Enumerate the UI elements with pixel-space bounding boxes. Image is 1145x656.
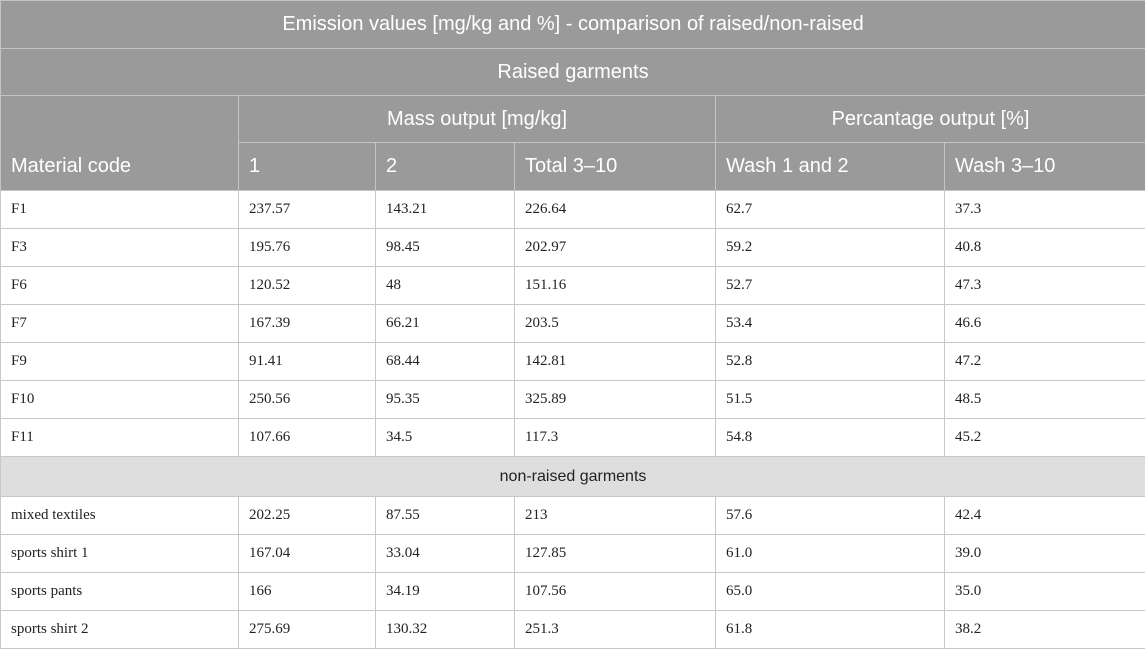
col-wash-1-and-2: Wash 1 and 2 — [715, 142, 945, 191]
table-cell: 59.2 — [715, 228, 945, 267]
table-cell: sports pants — [0, 572, 239, 611]
mass-output-header: Mass output [mg/kg] — [238, 95, 716, 143]
table-cell: 143.21 — [375, 190, 515, 229]
table-cell: 61.0 — [715, 534, 945, 573]
table-cell: 61.8 — [715, 610, 945, 649]
col-wash-1: 1 — [238, 142, 376, 191]
table-cell: F10 — [0, 380, 239, 419]
table-cell: 250.56 — [238, 380, 376, 419]
table-cell: 42.4 — [943, 496, 1145, 535]
table-cell: 213 — [514, 496, 716, 535]
table-cell: 130.32 — [375, 610, 515, 649]
table-row: F1 237.57 143.21 226.64 62.7 37.3 — [0, 190, 1145, 229]
table-cell: 35.0 — [943, 572, 1145, 611]
table-cell: 95.35 — [375, 380, 515, 419]
table-cell: 202.97 — [514, 228, 716, 267]
table-cell: 87.55 — [375, 496, 515, 535]
col-total-3-10: Total 3–10 — [514, 142, 716, 191]
table-cell: F9 — [0, 342, 239, 381]
table-cell: 68.44 — [375, 342, 515, 381]
table-cell: 46.6 — [943, 304, 1145, 343]
table-cell: sports shirt 2 — [0, 610, 239, 649]
table-title: Emission values [mg/kg and %] - comparis… — [0, 0, 1145, 49]
table-row: F3 195.76 98.45 202.97 59.2 40.8 — [0, 228, 1145, 267]
table-cell: 52.8 — [715, 342, 945, 381]
table-cell: 47.3 — [943, 266, 1145, 305]
non-raised-section-row: non-raised garments — [0, 456, 1145, 497]
raised-garments-header: Raised garments — [0, 48, 1145, 96]
table-cell: F11 — [0, 418, 239, 457]
table-cell: 39.0 — [943, 534, 1145, 573]
table-row: F10 250.56 95.35 325.89 51.5 48.5 — [0, 380, 1145, 419]
table-cell: 195.76 — [238, 228, 376, 267]
table-cell: 62.7 — [715, 190, 945, 229]
table-cell: 53.4 — [715, 304, 945, 343]
table-cell: 117.3 — [514, 418, 716, 457]
table-cell: 66.21 — [375, 304, 515, 343]
table-cell: 51.5 — [715, 380, 945, 419]
table-cell: sports shirt 1 — [0, 534, 239, 573]
table-cell: 142.81 — [514, 342, 716, 381]
table-cell: F1 — [0, 190, 239, 229]
table-cell: 65.0 — [715, 572, 945, 611]
table-cell: 91.41 — [238, 342, 376, 381]
table-cell: 37.3 — [943, 190, 1145, 229]
table-row: mixed textiles 202.25 87.55 213 57.6 42.… — [0, 496, 1145, 535]
table-cell: 167.04 — [238, 534, 376, 573]
table-cell: F7 — [0, 304, 239, 343]
table-cell: 33.04 — [375, 534, 515, 573]
table-cell: 47.2 — [943, 342, 1145, 381]
table-cell: 38.2 — [943, 610, 1145, 649]
percentage-output-header: Percantage output [%] — [714, 95, 1145, 143]
table-cell: 48.5 — [943, 380, 1145, 419]
col-wash-2: 2 — [375, 142, 515, 191]
table-row: F11 107.66 34.5 117.3 54.8 45.2 — [0, 418, 1145, 457]
table-cell: F6 — [0, 266, 239, 305]
table-cell: 45.2 — [943, 418, 1145, 457]
non-raised-garments-header: non-raised garments — [0, 456, 1145, 497]
table-cell: mixed textiles — [0, 496, 239, 535]
table-cell: 40.8 — [943, 228, 1145, 267]
table-cell: 107.56 — [514, 572, 716, 611]
table-cell: 107.66 — [238, 418, 376, 457]
table-cell: 54.8 — [715, 418, 945, 457]
table-cell: F3 — [0, 228, 239, 267]
table-cell: 226.64 — [514, 190, 716, 229]
table-cell: 166 — [238, 572, 376, 611]
table-row: sports shirt 2 275.69 130.32 251.3 61.8 … — [0, 610, 1145, 649]
table-cell: 202.25 — [238, 496, 376, 535]
table-cell: 237.57 — [238, 190, 376, 229]
col-material-code: Material code — [0, 95, 239, 191]
table-row: sports shirt 1 167.04 33.04 127.85 61.0 … — [0, 534, 1145, 573]
table-cell: 34.19 — [375, 572, 515, 611]
table-cell: 275.69 — [238, 610, 376, 649]
table-cell: 98.45 — [375, 228, 515, 267]
table-cell: 167.39 — [238, 304, 376, 343]
table-cell: 251.3 — [514, 610, 716, 649]
table-cell: 34.5 — [375, 418, 515, 457]
table-cell: 203.5 — [514, 304, 716, 343]
table-cell: 151.16 — [514, 266, 716, 305]
table-cell: 48 — [375, 266, 515, 305]
table-cell: 120.52 — [238, 266, 376, 305]
table-row: F9 91.41 68.44 142.81 52.8 47.2 — [0, 342, 1145, 381]
table-cell: 52.7 — [715, 266, 945, 305]
col-wash-3-10: Wash 3–10 — [943, 142, 1145, 191]
table-cell: 325.89 — [514, 380, 716, 419]
table-row: F7 167.39 66.21 203.5 53.4 46.6 — [0, 304, 1145, 343]
table-cell: 127.85 — [514, 534, 716, 573]
table-row: F6 120.52 48 151.16 52.7 47.3 — [0, 266, 1145, 305]
table-row: sports pants 166 34.19 107.56 65.0 35.0 — [0, 572, 1145, 611]
table-cell: 57.6 — [715, 496, 945, 535]
